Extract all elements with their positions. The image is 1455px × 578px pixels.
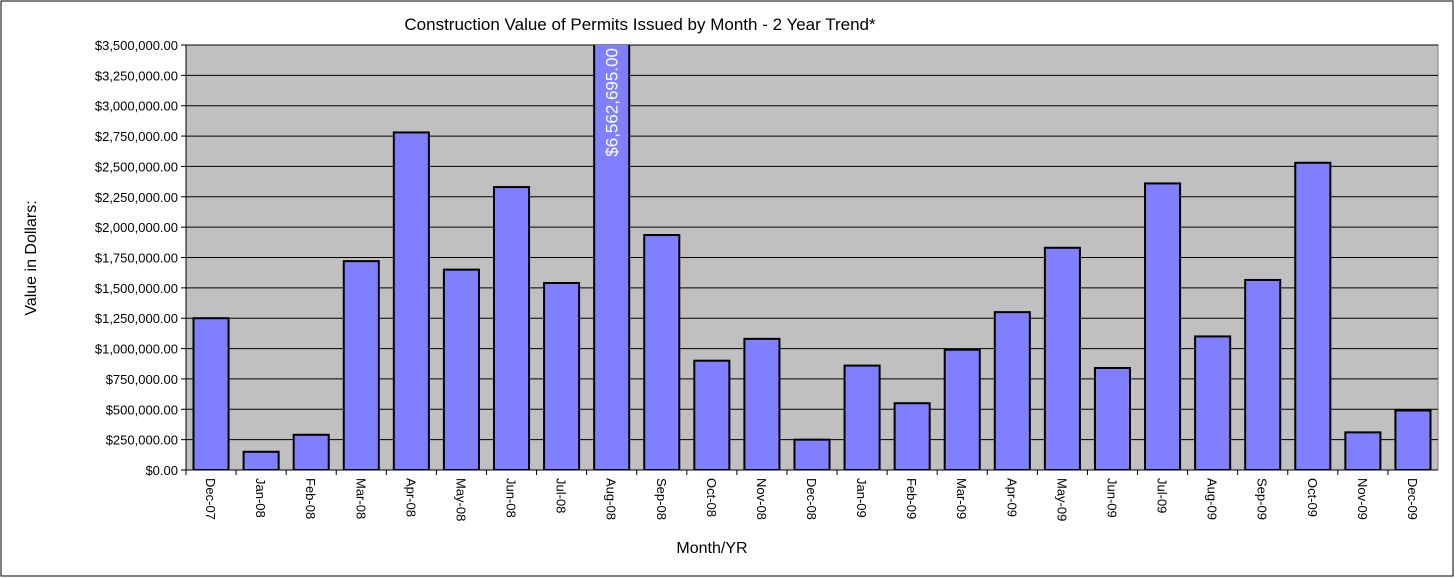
bar: [292, 433, 330, 470]
y-tick-label: $0.00: [145, 463, 178, 478]
bar: [1093, 367, 1132, 470]
x-tick-label: Feb-08: [303, 478, 318, 519]
x-tick-label: May-08: [453, 478, 468, 521]
x-tick-label: Jul-08: [554, 478, 569, 513]
x-tick-label: Dec-09: [1405, 478, 1420, 520]
x-tick-label: Aug-09: [1205, 478, 1220, 520]
y-tick-label: $2,000,000.00: [95, 220, 178, 235]
y-tick-label: $3,500,000.00: [95, 38, 178, 53]
y-axis-title: Value in Dollars:: [23, 200, 40, 315]
y-tick-label: $1,000,000.00: [95, 342, 178, 357]
y-tick-label: $2,250,000.00: [95, 190, 178, 205]
y-tick-label: $1,500,000.00: [95, 281, 178, 296]
bar: [743, 337, 781, 470]
bar: [192, 317, 230, 470]
x-tick-label: Jan-08: [253, 478, 268, 518]
x-tick-label: Aug-08: [604, 478, 619, 520]
bar: [893, 402, 931, 470]
bar: [643, 234, 681, 470]
bar: [1294, 161, 1332, 470]
x-tick-label: May-09: [1054, 478, 1069, 521]
x-tick-label: Feb-09: [904, 478, 919, 519]
bar: [1144, 182, 1182, 470]
bar: [1194, 335, 1232, 470]
data-label: $6,562,695.00: [603, 48, 622, 157]
y-tick-label: $3,000,000.00: [95, 99, 178, 114]
x-tick-label: Sep-09: [1255, 478, 1270, 520]
bar: [943, 348, 981, 470]
bar: [543, 282, 581, 470]
bar: [1244, 278, 1282, 470]
bar: [242, 450, 280, 470]
y-tick-label: $750,000.00: [106, 372, 178, 387]
bar: [793, 438, 831, 470]
x-tick-label: Apr-08: [403, 478, 418, 517]
y-tick-label: $2,750,000.00: [95, 129, 178, 144]
bar: [342, 260, 380, 470]
bar: [1394, 409, 1432, 470]
bar: [1043, 246, 1081, 470]
x-tick-label: Dec-08: [804, 478, 819, 520]
x-tick-label: Sep-08: [654, 478, 669, 520]
x-tick-label: Dec-07: [203, 478, 218, 520]
x-tick-label: Mar-09: [954, 478, 969, 519]
bar: [693, 359, 731, 470]
chart-title: Construction Value of Permits Issued by …: [404, 15, 876, 34]
x-tick-label: Nov-09: [1355, 478, 1370, 520]
y-tick-label: $250,000.00: [106, 433, 178, 448]
x-axis-title: Month/YR: [676, 540, 747, 557]
bar: [993, 311, 1031, 470]
bar: [1344, 431, 1382, 470]
x-tick-label: Nov-08: [754, 478, 769, 520]
x-tick-label: Oct-09: [1305, 478, 1320, 517]
labels: $0.00 $250,000.00 $500,000.00 $750,000.00 $1…: [95, 38, 1420, 521]
x-tick-label: Oct-08: [704, 478, 719, 517]
bar: [593, 45, 631, 470]
bars: [192, 45, 1432, 470]
y-tick-label: $1,750,000.00: [95, 251, 178, 266]
x-tick-label: Jul-09: [1155, 478, 1170, 513]
y-tick-label: $3,250,000.00: [95, 68, 178, 83]
x-tick-label: Jun-09: [1104, 478, 1119, 518]
y-tick-label: $500,000.00: [106, 402, 178, 417]
x-tick-label: Jun-08: [504, 478, 519, 518]
bar: [843, 364, 881, 470]
y-tick-label: $2,500,000.00: [95, 159, 178, 174]
x-tick-label: Mar-08: [353, 478, 368, 519]
bar: [492, 186, 531, 470]
x-tick-label: Jan-09: [854, 478, 869, 518]
x-tick-label: Apr-09: [1004, 478, 1019, 517]
bar: [442, 268, 480, 470]
bar: [392, 131, 430, 470]
y-tick-label: $1,250,000.00: [95, 311, 178, 326]
